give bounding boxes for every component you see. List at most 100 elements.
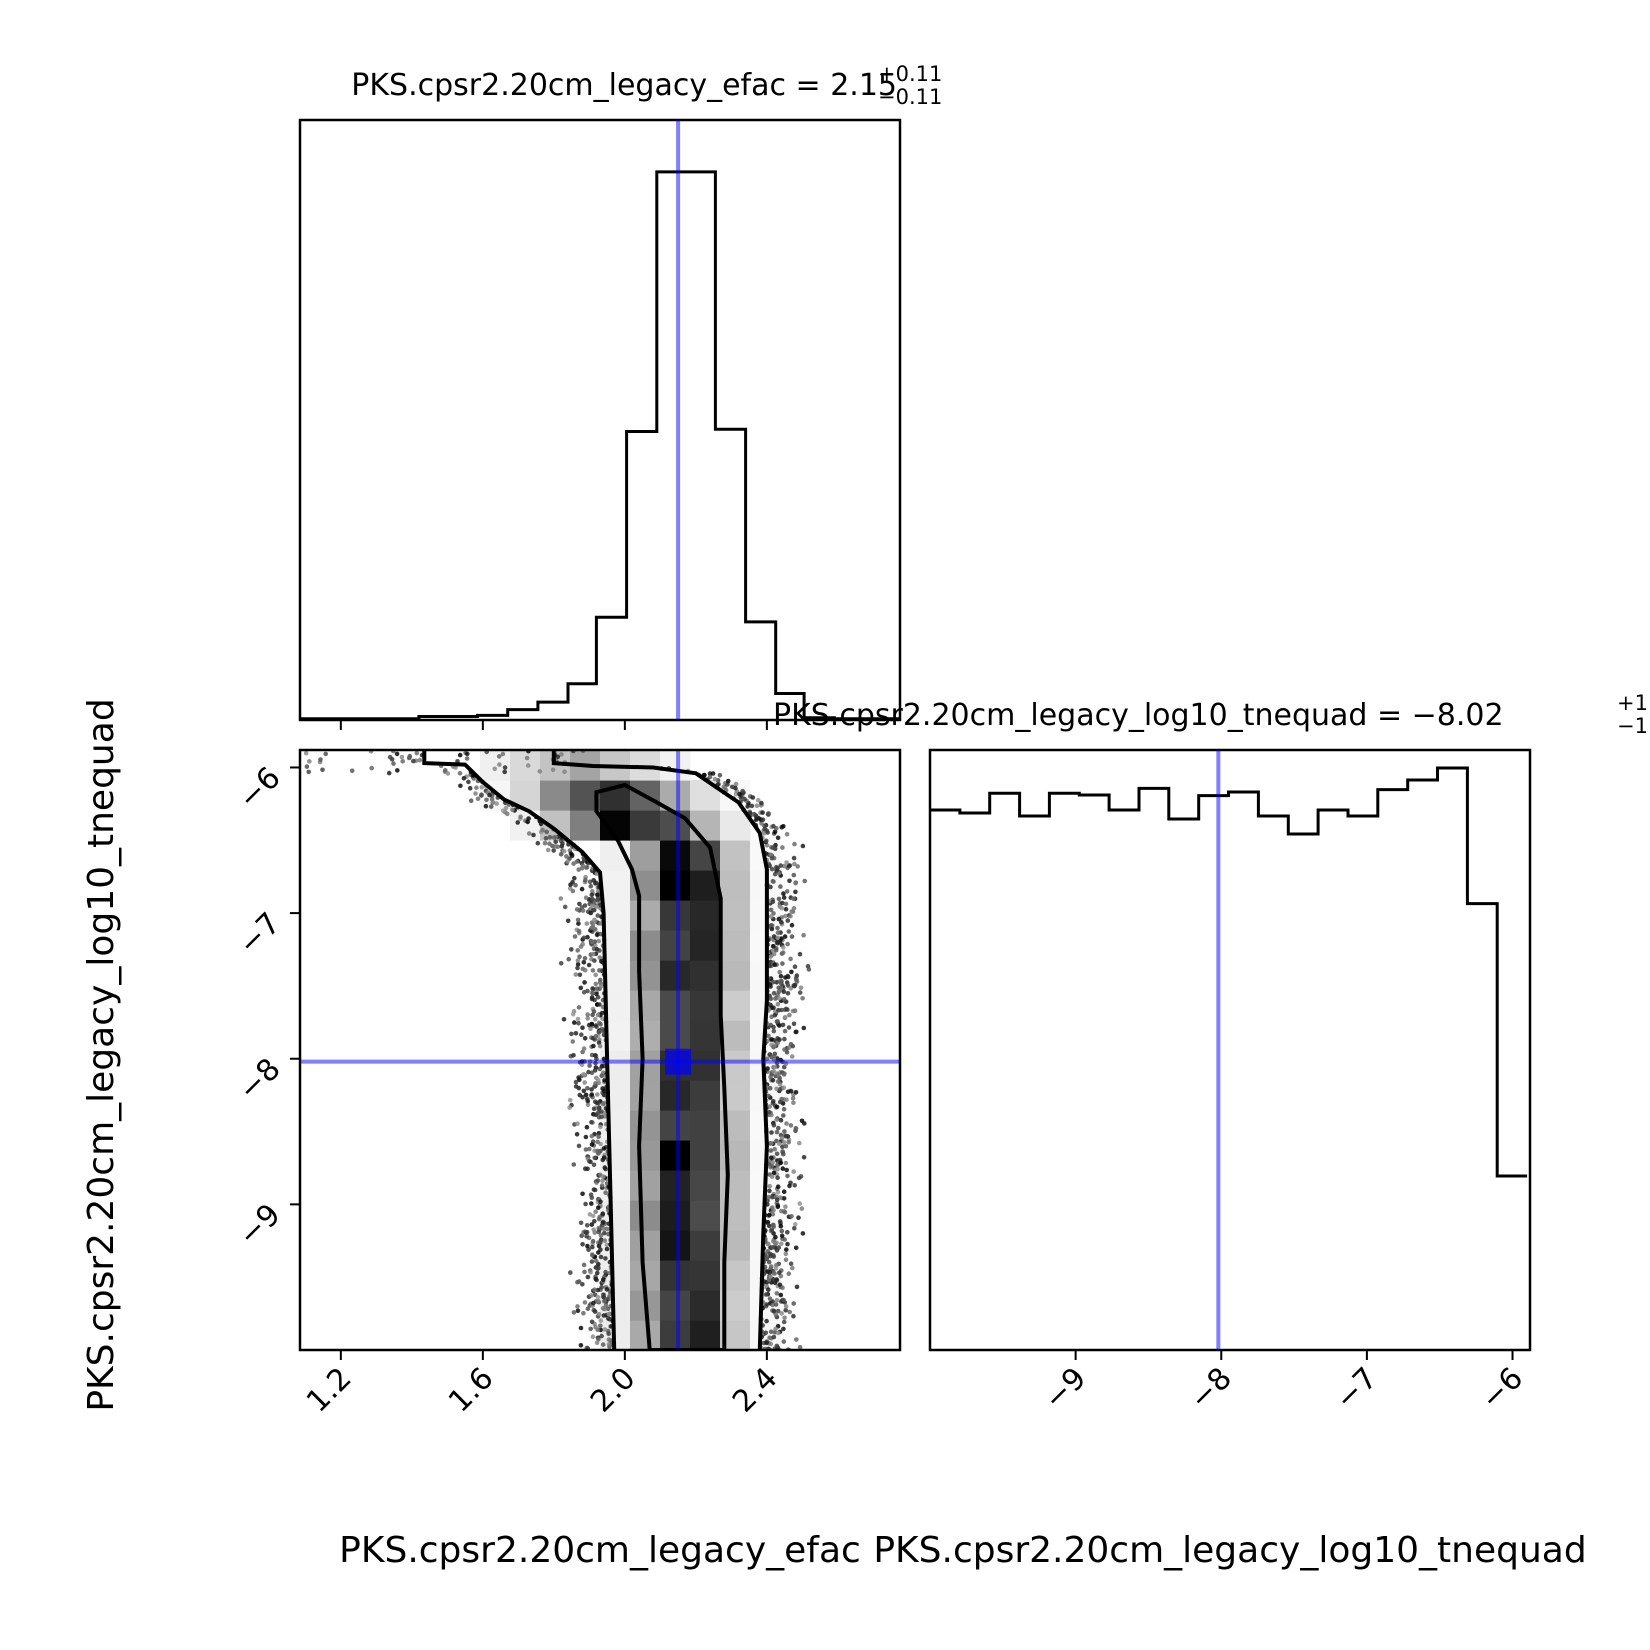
scatter-point — [800, 843, 806, 849]
scatter-point — [591, 1300, 596, 1306]
scatter-point — [800, 996, 805, 1001]
scatter-point — [583, 1147, 589, 1152]
scatter-point — [768, 884, 773, 890]
scatter-point — [575, 965, 580, 971]
efac-title-upper: +0.11 — [878, 62, 942, 86]
scatter-point — [774, 1104, 780, 1110]
scatter-point — [589, 1319, 595, 1325]
scatter-x-tick-label: 1.2 — [300, 1361, 358, 1419]
scatter-point — [558, 852, 564, 857]
scatter-point — [773, 947, 779, 953]
scatter-point — [806, 967, 812, 972]
scatter-point — [781, 863, 787, 869]
scatter-point — [595, 1294, 601, 1300]
scatter-point — [576, 867, 581, 872]
scatter-point — [771, 1170, 777, 1176]
scatter-point — [770, 1245, 775, 1250]
scatter-point — [461, 776, 467, 781]
scatter-point — [772, 1053, 777, 1059]
scatter-point — [479, 785, 485, 790]
scatter-point — [778, 1292, 784, 1298]
scatter-point — [774, 1151, 780, 1157]
scatter-point — [598, 1254, 604, 1260]
scatter-point — [794, 1337, 799, 1342]
scatter-point — [467, 786, 473, 791]
tnequad-x-tick-label: −7 — [1329, 1361, 1385, 1417]
scatter-point — [588, 1326, 593, 1332]
scatter-point — [545, 847, 551, 853]
scatter-point — [596, 1225, 601, 1231]
scatter-point — [576, 928, 582, 934]
scatter-point — [598, 980, 603, 985]
scatter-point — [766, 1033, 771, 1039]
scatter-point — [777, 1037, 782, 1042]
scatter-point — [483, 803, 489, 809]
density-cell — [690, 990, 721, 1021]
scatter-point — [593, 972, 598, 978]
scatter-point — [602, 1327, 608, 1332]
density-cell — [660, 1290, 691, 1321]
scatter-point — [750, 795, 756, 800]
scatter-point — [583, 895, 589, 900]
scatter-point — [777, 1270, 782, 1275]
scatter-point — [766, 1241, 771, 1247]
density-cell — [720, 990, 751, 1021]
scatter-point — [599, 1063, 605, 1069]
scatter-point — [581, 1046, 587, 1051]
scatter-point — [473, 791, 478, 796]
scatter-point — [589, 939, 595, 945]
scatter-point — [573, 1031, 579, 1036]
density-cell — [690, 1170, 721, 1201]
scatter-point — [399, 754, 405, 760]
scatter-point — [417, 757, 423, 763]
scatter-point — [600, 1178, 605, 1183]
scatter-point — [606, 1331, 611, 1337]
scatter-point — [782, 1129, 787, 1134]
scatter-point — [387, 754, 393, 760]
scatter-point — [791, 1169, 796, 1174]
scatter-point — [775, 925, 780, 931]
scatter-point — [501, 808, 506, 814]
scatter-point — [773, 1326, 778, 1332]
scatter-point — [603, 1269, 608, 1275]
scatter-point — [591, 1009, 597, 1014]
scatter-point — [776, 989, 782, 995]
scatter-point — [590, 1244, 595, 1250]
scatter-point — [555, 754, 561, 760]
scatter-point — [791, 1100, 796, 1105]
scatter-point — [783, 1014, 788, 1020]
scatter-point — [769, 1130, 774, 1135]
scatter-point — [787, 1012, 792, 1018]
scatter-point — [580, 908, 586, 913]
density-cell — [690, 1290, 721, 1321]
scatter-point — [760, 817, 766, 822]
scatter-point — [780, 1166, 786, 1171]
scatter-point — [411, 758, 416, 764]
scatter-point — [782, 934, 788, 939]
scatter-point — [764, 1302, 769, 1307]
scatter-point — [600, 1342, 606, 1347]
scatter-point — [788, 1123, 794, 1128]
scatter-point — [745, 804, 750, 809]
scatter-point — [547, 834, 553, 840]
scatter-point — [768, 1074, 773, 1080]
scatter-point — [590, 1334, 596, 1339]
scatter-point — [596, 1030, 602, 1035]
scatter-point — [793, 1222, 798, 1227]
scatter-point — [601, 1226, 606, 1231]
scatter-point — [772, 871, 778, 877]
density-cell — [660, 1260, 691, 1291]
scatter-point — [762, 826, 768, 832]
scatter-point — [800, 1231, 806, 1236]
scatter-point — [771, 944, 776, 949]
scatter-point — [772, 1064, 777, 1070]
scatter-point — [580, 1191, 585, 1197]
scatter-point — [785, 1230, 790, 1235]
scatter-point — [575, 1304, 580, 1309]
scatter-point — [560, 841, 565, 846]
scatter-point — [568, 851, 574, 856]
scatter-point — [595, 1178, 601, 1183]
scatter-point — [717, 773, 723, 778]
scatter-point — [369, 765, 375, 771]
tnequad-histogram-panel: −9 −8 −7 −6 PKS.cpsr2.20cm_legacy_log10_tne… — [773, 691, 1648, 1571]
